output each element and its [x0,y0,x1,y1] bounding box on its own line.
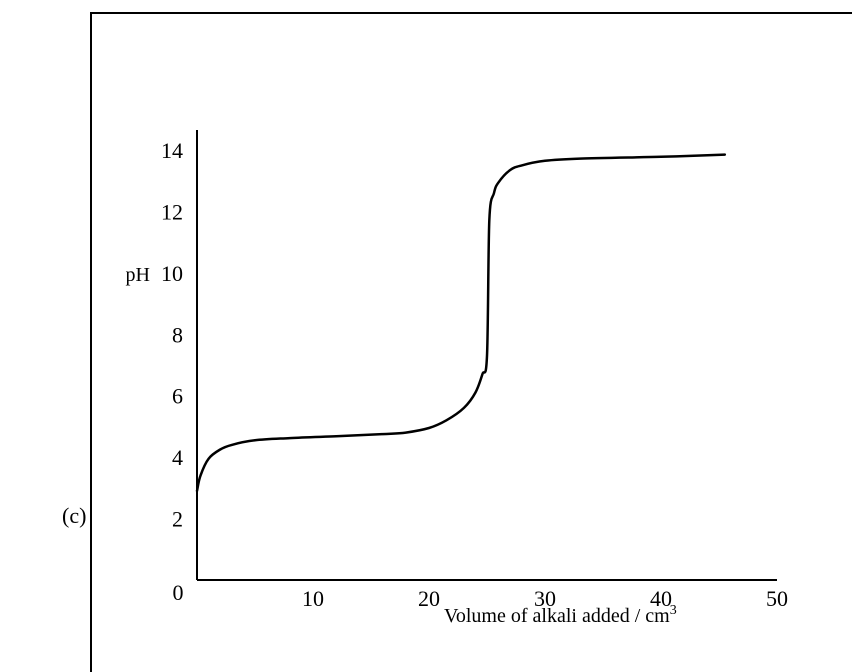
y-tick-label: 8 [172,322,183,347]
option-label: (c) [62,503,87,528]
answer-frame [90,12,852,672]
y-tick-label: 2 [172,507,183,532]
titration-curve-chart: 0 10 20 30 40 50 2 4 6 8 10 12 14 pH Volume of alkal… [126,130,788,627]
y-tick-label: 4 [172,445,183,470]
chart-axes [196,130,777,581]
x-tick-label: 0 [173,580,184,605]
x-tick-label: 10 [302,586,324,611]
y-axis-label: pH [126,264,150,286]
x-axis-label: Volume of alkali added / cm3 [444,603,677,627]
chart-series [195,153,727,493]
x-axis-label-text: Volume of alkali added / cm [444,605,670,627]
x-tick-label: 40 [650,586,672,611]
x-tick-label: 30 [534,586,556,611]
ph-curve-line [195,153,727,493]
y-tick-label: 14 [161,138,183,163]
chart-tick-labels: 0 10 20 30 40 50 2 4 6 8 10 12 14 [161,138,788,611]
x-tick-label: 50 [766,586,788,611]
x-tick-label: 20 [418,586,440,611]
y-tick-label: 12 [161,199,183,224]
y-tick-label: 6 [172,384,183,409]
x-axis-label-superscript: 3 [670,603,677,618]
y-tick-label: 10 [161,261,183,286]
